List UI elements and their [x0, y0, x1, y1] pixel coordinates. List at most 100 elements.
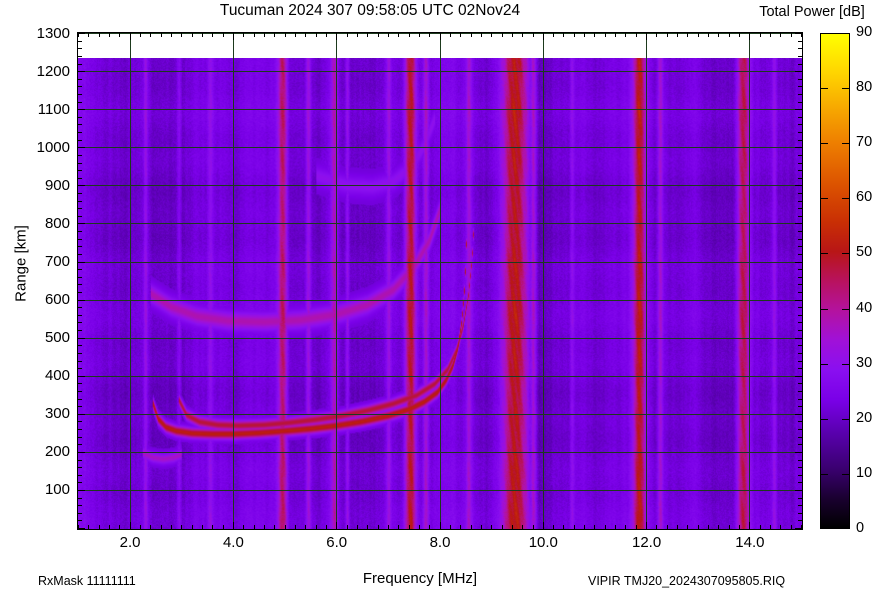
- axis-tick: [798, 520, 802, 522]
- axis-tick: [798, 330, 802, 331]
- y-tick-label: 1100: [37, 100, 70, 118]
- axis-tick: [798, 170, 802, 172]
- axis-tick: [78, 246, 82, 248]
- axis-tick: [718, 525, 720, 529]
- grid-line-vertical: [646, 33, 648, 529]
- axis-tick: [336, 33, 338, 40]
- axis-tick: [78, 147, 85, 149]
- axis-tick: [798, 314, 802, 316]
- axis-tick: [429, 33, 431, 37]
- axis-tick: [222, 525, 224, 529]
- colorbar-tick: [821, 363, 828, 365]
- axis-tick: [798, 192, 802, 194]
- axis-tick: [798, 78, 802, 80]
- axis-tick: [604, 33, 606, 37]
- axis-tick: [150, 33, 152, 37]
- colorbar-tick-label: 40: [856, 299, 873, 316]
- axis-tick: [294, 525, 296, 529]
- axis-tick: [305, 525, 307, 529]
- axis-tick: [625, 33, 627, 37]
- axis-tick: [274, 525, 276, 529]
- axis-tick: [274, 33, 276, 37]
- axis-tick: [78, 55, 82, 57]
- axis-tick: [573, 33, 575, 37]
- x-tick-label: 14.0: [735, 534, 765, 551]
- axis-tick: [790, 33, 792, 37]
- axis-tick: [98, 525, 100, 529]
- axis-tick: [78, 322, 82, 324]
- axis-tick: [798, 360, 802, 362]
- colorbar-tick: [842, 88, 849, 90]
- y-tick-label: 1300: [36, 24, 70, 42]
- axis-tick: [78, 101, 82, 103]
- axis-tick: [212, 525, 214, 529]
- axis-tick: [563, 33, 565, 37]
- axis-tick: [78, 132, 82, 133]
- axis-tick: [635, 525, 637, 529]
- axis-tick: [798, 352, 802, 354]
- axis-tick: [795, 375, 802, 377]
- axis-tick: [78, 474, 82, 476]
- axis-tick: [798, 444, 802, 446]
- axis-tick: [798, 322, 802, 324]
- x-tick-label: 4.0: [222, 534, 244, 551]
- axis-tick: [78, 93, 82, 95]
- axis-tick: [798, 467, 802, 469]
- grid-line-horizontal: [78, 223, 802, 225]
- axis-tick: [418, 525, 420, 529]
- axis-tick: [408, 525, 410, 529]
- axis-tick: [109, 33, 110, 37]
- axis-tick: [78, 200, 82, 202]
- grid-line-horizontal: [78, 337, 802, 339]
- axis-tick: [408, 33, 410, 37]
- axis-tick: [398, 525, 400, 529]
- colorbar-tick-label: 80: [856, 79, 873, 96]
- axis-tick: [770, 33, 771, 37]
- grid-line-horizontal: [78, 261, 802, 263]
- axis-tick: [795, 261, 802, 263]
- axis-tick: [795, 413, 802, 415]
- axis-tick: [687, 33, 689, 37]
- axis-tick: [78, 525, 79, 529]
- axis-tick: [801, 33, 802, 37]
- grid-line-vertical: [232, 33, 234, 529]
- axis-tick: [491, 33, 493, 37]
- axis-tick: [78, 170, 82, 172]
- colorbar-tick: [842, 143, 849, 145]
- y-tick-label: 1200: [36, 62, 70, 80]
- axis-tick: [78, 314, 82, 316]
- axis-tick: [635, 33, 637, 37]
- axis-tick: [798, 459, 802, 461]
- x-tick-label: 2.0: [119, 534, 141, 551]
- axis-tick: [253, 33, 255, 37]
- grid-line-horizontal: [78, 71, 802, 73]
- axis-tick: [795, 489, 802, 491]
- axis-tick: [798, 86, 802, 88]
- axis-tick: [798, 482, 802, 484]
- colorbar-tick: [821, 88, 828, 90]
- colorbar-tick: [821, 418, 828, 420]
- axis-tick: [666, 33, 668, 37]
- axis-tick: [346, 525, 348, 529]
- axis-tick: [798, 246, 802, 248]
- axis-tick: [109, 525, 110, 529]
- axis-tick: [78, 375, 85, 377]
- y-tick-label: 600: [44, 291, 70, 308]
- axis-tick: [759, 33, 761, 37]
- axis-tick: [78, 109, 85, 111]
- colorbar-tick-label: 50: [856, 244, 873, 261]
- axis-tick: [98, 33, 100, 37]
- y-tick-label: 100: [44, 481, 70, 499]
- axis-tick: [78, 177, 82, 179]
- axis-tick: [542, 522, 544, 529]
- axis-tick: [798, 55, 802, 57]
- axis-tick: [798, 200, 802, 202]
- y-tick-label: 300: [44, 405, 70, 423]
- colorbar-tick-label: 0: [856, 520, 865, 536]
- axis-tick: [387, 525, 389, 529]
- axis-tick: [656, 525, 658, 529]
- colorbar-tick-label: 30: [856, 354, 873, 371]
- axis-tick: [708, 33, 709, 37]
- axis-tick: [212, 33, 214, 37]
- rxmask-label: RxMask 11111111: [38, 574, 136, 588]
